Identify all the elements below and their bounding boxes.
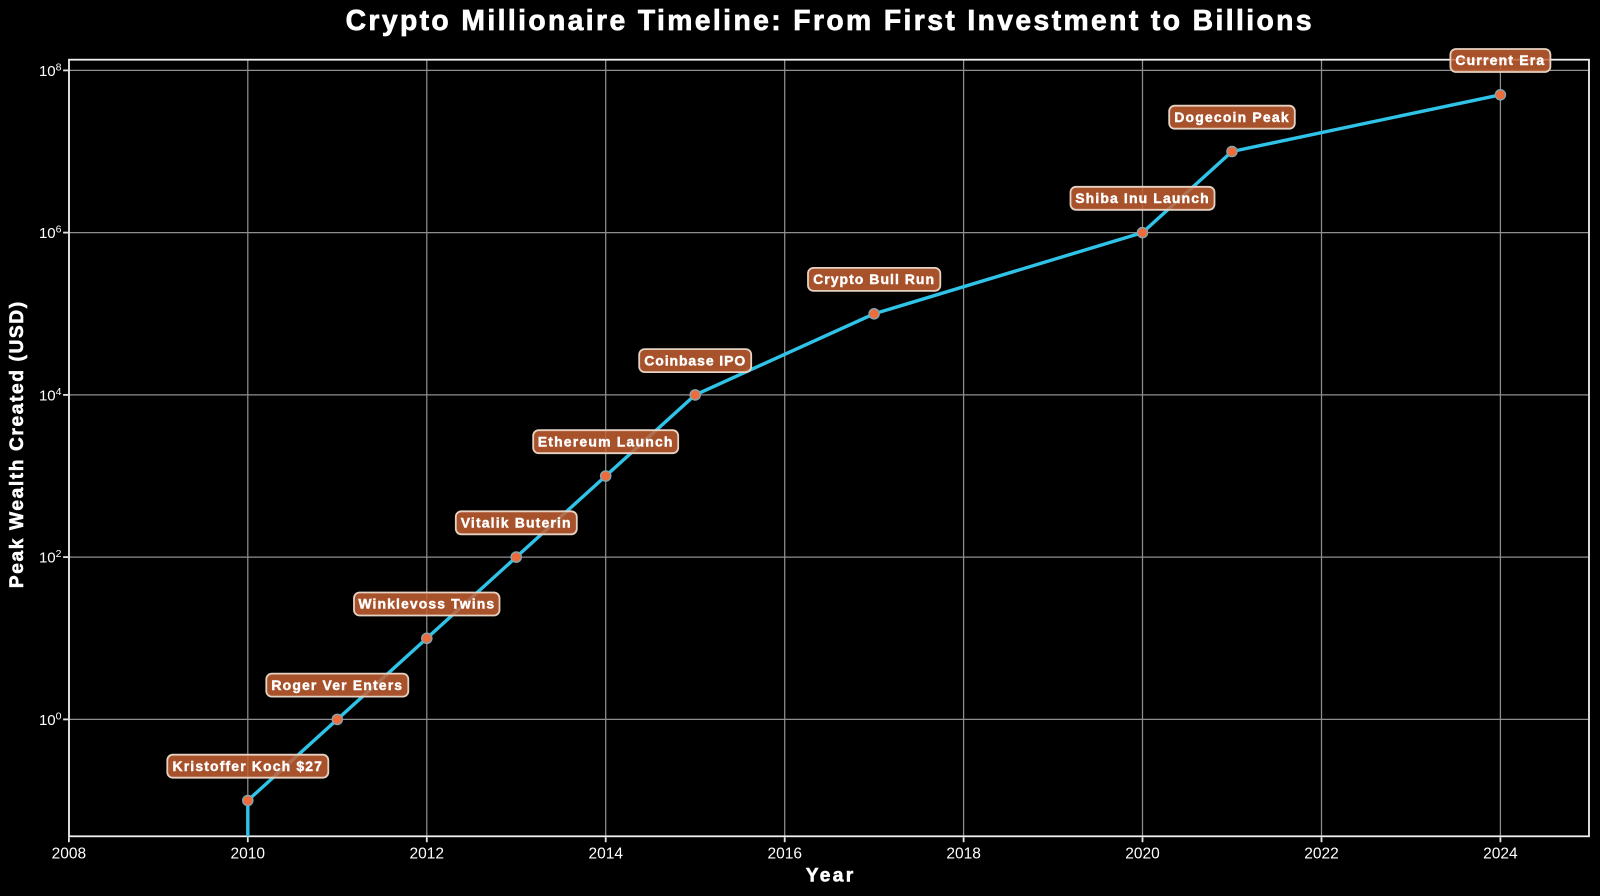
svg-text:Dogecoin Peak: Dogecoin Peak [1174,109,1290,125]
svg-text:2008: 2008 [52,846,86,863]
svg-text:2010: 2010 [231,846,266,863]
svg-text:2016: 2016 [767,846,801,863]
svg-text:2012: 2012 [410,846,444,863]
svg-text:Roger Ver Enters: Roger Ver Enters [271,677,403,693]
svg-text:2024: 2024 [1483,846,1518,863]
svg-text:Kristoffer Koch $27: Kristoffer Koch $27 [172,758,323,774]
svg-text:2020: 2020 [1125,846,1160,863]
svg-text:Vitalik Buterin: Vitalik Buterin [461,515,572,531]
svg-text:Crypto Millionaire Timeline: F: Crypto Millionaire Timeline: From First … [346,4,1314,36]
svg-text:Current Era: Current Era [1455,52,1545,68]
svg-text:Year: Year [806,865,856,886]
svg-text:Winklevoss Twins: Winklevoss Twins [358,596,495,612]
svg-text:Ethereum Launch: Ethereum Launch [538,433,674,449]
svg-text:Peak Wealth Created (USD): Peak Wealth Created (USD) [7,300,28,588]
svg-text:2022: 2022 [1304,846,1338,863]
svg-text:2014: 2014 [588,846,623,863]
svg-text:Shiba Inu Launch: Shiba Inu Launch [1075,190,1210,206]
svg-text:2018: 2018 [946,846,980,863]
svg-text:Coinbase IPO: Coinbase IPO [644,352,746,368]
svg-text:Crypto Bull Run: Crypto Bull Run [813,271,935,287]
